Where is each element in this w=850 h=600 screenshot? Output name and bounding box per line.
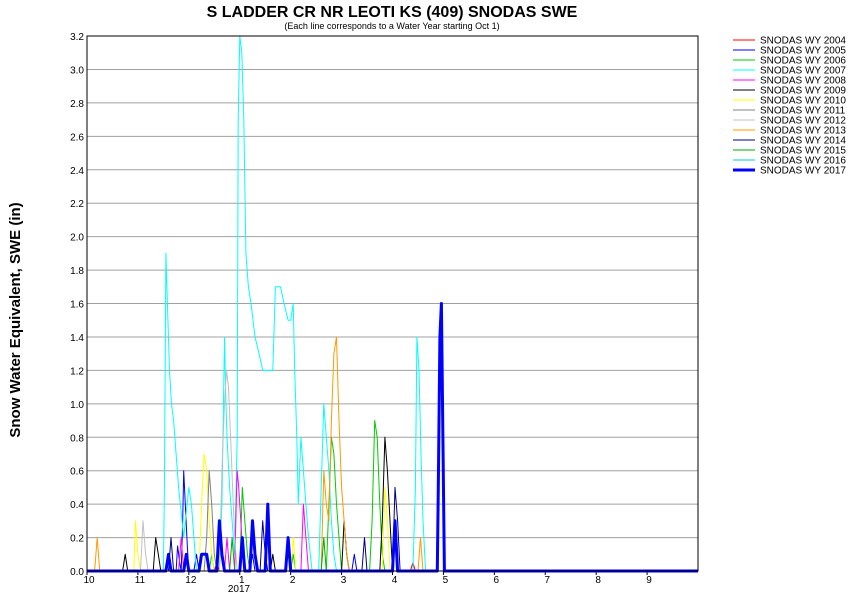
x-tick-labels: 10 11 12 1 2 3 4 5 6 7 8 9 <box>83 571 652 586</box>
legend-entry: SNODAS WY 2017 <box>760 166 846 177</box>
series-line-6 <box>87 453 698 572</box>
y-tick-label: 2.8 <box>70 99 84 110</box>
y-tick-label: 0.0 <box>70 567 84 578</box>
x-tick-label: 2 <box>290 575 296 586</box>
series-line-3 <box>87 35 698 572</box>
legend-entry: SNODAS WY 2010 <box>760 96 846 107</box>
y-tick-label: 1.4 <box>70 333 84 344</box>
x-tick-label: 10 <box>83 575 95 586</box>
legend-entry: SNODAS WY 2005 <box>760 46 846 57</box>
y-tick-label: 3.0 <box>70 65 84 76</box>
legend-entry: SNODAS WY 2006 <box>760 56 846 67</box>
series-line-8 <box>87 369 698 572</box>
y-tick-label: 1.0 <box>70 400 84 411</box>
x-tick-label: 8 <box>595 575 601 586</box>
legend-entry: SNODAS WY 2008 <box>760 76 846 87</box>
y-tick-label: 2.6 <box>70 132 84 143</box>
y-tick-label: 0.2 <box>70 534 84 545</box>
x-tick-label: 4 <box>392 575 398 586</box>
legend-entry: SNODAS WY 2013 <box>760 126 846 137</box>
x-tick-label: 3 <box>341 575 347 586</box>
x-year-label: 2017 <box>228 584 251 595</box>
legend-entry: SNODAS WY 2014 <box>760 136 846 147</box>
grid-lines <box>87 35 698 572</box>
y-tick-label: 1.6 <box>70 300 84 311</box>
legend-entry: SNODAS WY 2004 <box>760 36 846 47</box>
y-tick-labels: 0.0 0.2 0.4 0.6 0.8 1.0 1.2 1.4 1.6 1.8 2.0 2.2 2.4 2… <box>70 32 84 578</box>
y-tick-label: 2.4 <box>70 166 84 177</box>
x-tick-label: 11 <box>135 575 146 586</box>
y-tick-label: 0.4 <box>70 500 84 511</box>
y-tick-label: 0.8 <box>70 433 84 444</box>
legend-entry: SNODAS WY 2007 <box>760 66 846 77</box>
y-tick-label: 3.2 <box>70 32 84 43</box>
x-tick-label: 12 <box>185 575 197 586</box>
chart-title: S LADDER CR NR LEOTI KS (409) SNODAS SWE <box>207 4 578 21</box>
y-tick-label: 1.8 <box>70 266 84 277</box>
x-tick-label: 1 <box>239 575 245 586</box>
chart-subtitle: (Each line corresponds to a Water Year s… <box>284 21 499 31</box>
legend-entry: SNODAS WY 2011 <box>760 106 846 117</box>
x-tick-label: 9 <box>646 575 652 586</box>
y-tick-label: 1.2 <box>70 366 84 377</box>
y-tick-label: 2.0 <box>70 233 84 244</box>
plot-border <box>86 35 699 572</box>
y-tick-label: 2.2 <box>70 199 84 210</box>
y-tick-label: 0.6 <box>70 467 84 478</box>
x-tick-label: 7 <box>544 575 550 586</box>
legend-entry: SNODAS WY 2009 <box>760 86 846 97</box>
x-tick-label: 6 <box>494 575 500 586</box>
y-axis-label: Snow Water Equivalent, SWE (in) <box>7 202 24 437</box>
x-tick-label: 5 <box>443 575 449 586</box>
legend-entry: SNODAS WY 2016 <box>760 156 846 167</box>
legend-entry: SNODAS WY 2015 <box>760 146 846 157</box>
legend-entry: SNODAS WY 2012 <box>760 116 846 127</box>
